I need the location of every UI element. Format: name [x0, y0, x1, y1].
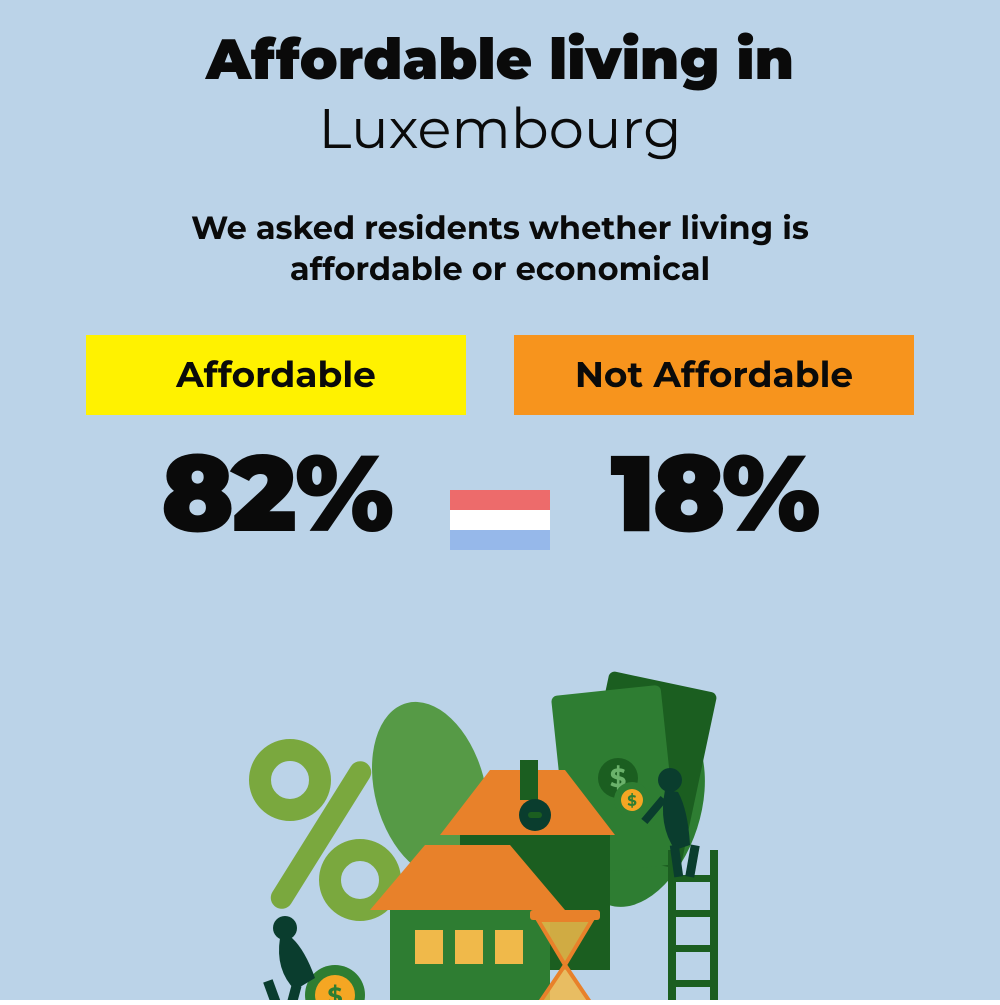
- flag-stripe-bot: [450, 530, 550, 550]
- stat-affordable-label: Affordable: [86, 335, 466, 415]
- flag-stripe-top: [450, 490, 550, 510]
- stat-not-affordable-value: 18%: [514, 439, 914, 547]
- title-line1: Affordable living in: [0, 30, 1000, 92]
- title-line2: Luxembourg: [0, 96, 1000, 163]
- percent-icon: [260, 750, 390, 913]
- person-left-icon: $: [263, 916, 365, 1000]
- title-block: Affordable living in Luxembourg: [0, 0, 1000, 163]
- stat-not-affordable: Not Affordable 18%: [514, 335, 914, 547]
- stat-affordable-value: 82%: [86, 439, 466, 547]
- infographic-canvas: Affordable living in Luxembourg We asked…: [0, 0, 1000, 1000]
- svg-text:$: $: [327, 982, 342, 1000]
- subtitle: We asked residents whether living is aff…: [0, 209, 1000, 291]
- stat-not-affordable-label: Not Affordable: [514, 335, 914, 415]
- housing-graphic: $: [220, 650, 780, 1000]
- luxembourg-flag-icon: [450, 490, 550, 550]
- svg-text:$: $: [627, 791, 637, 810]
- flag-stripe-mid: [450, 510, 550, 530]
- stat-affordable: Affordable 82%: [86, 335, 466, 547]
